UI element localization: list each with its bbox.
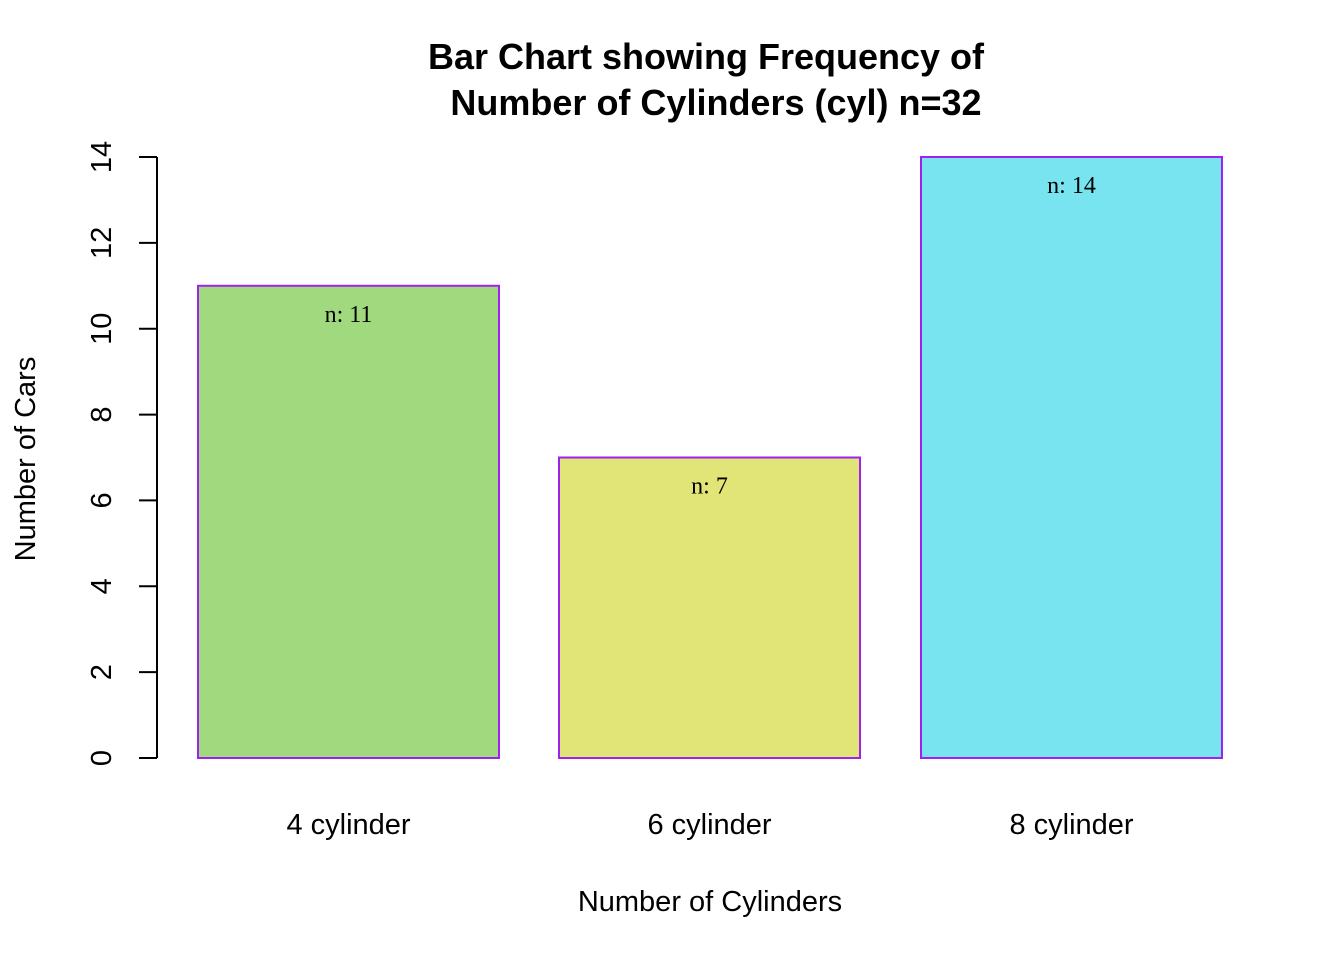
x-category-label: 8 cylinder [1009,809,1133,841]
bars: n: 11 n: 7 n: 14 [197,156,1223,759]
bar-data-label: n: 11 [325,302,373,328]
y-tick-label: 4 [86,578,118,594]
x-axis-labels: 4 cylinder 6 cylinder 8 cylinder [286,809,1133,841]
y-tick-label: 6 [86,492,118,508]
bar [197,284,500,759]
x-category-label: 4 cylinder [286,809,410,841]
chart-title-line: Number of Cylinders (cyl) n=32 [450,82,981,123]
chart-title-line: Bar Chart showing Frequency of [428,36,985,77]
bar-data-label: n: 14 [1047,173,1096,199]
y-tick-label: 0 [86,750,118,766]
x-category-label: 6 cylinder [647,809,771,841]
bar [558,456,861,759]
y-tick-label: 14 [86,141,118,173]
y-tick-label: 10 [86,313,118,345]
bar [920,156,1223,759]
y-tick-label: 12 [86,227,118,259]
y-axis-title: Number of Cars [10,357,42,562]
y-axis: 0 2 4 6 8 10 12 14 [86,141,158,766]
y-tick-label: 8 [86,407,118,423]
bar-data-label: n: 7 [691,474,728,500]
x-axis-title: Number of Cylinders [578,886,842,918]
y-tick-label: 2 [86,664,118,680]
chart-title: Bar Chart showing Frequency of Number of … [428,36,985,123]
